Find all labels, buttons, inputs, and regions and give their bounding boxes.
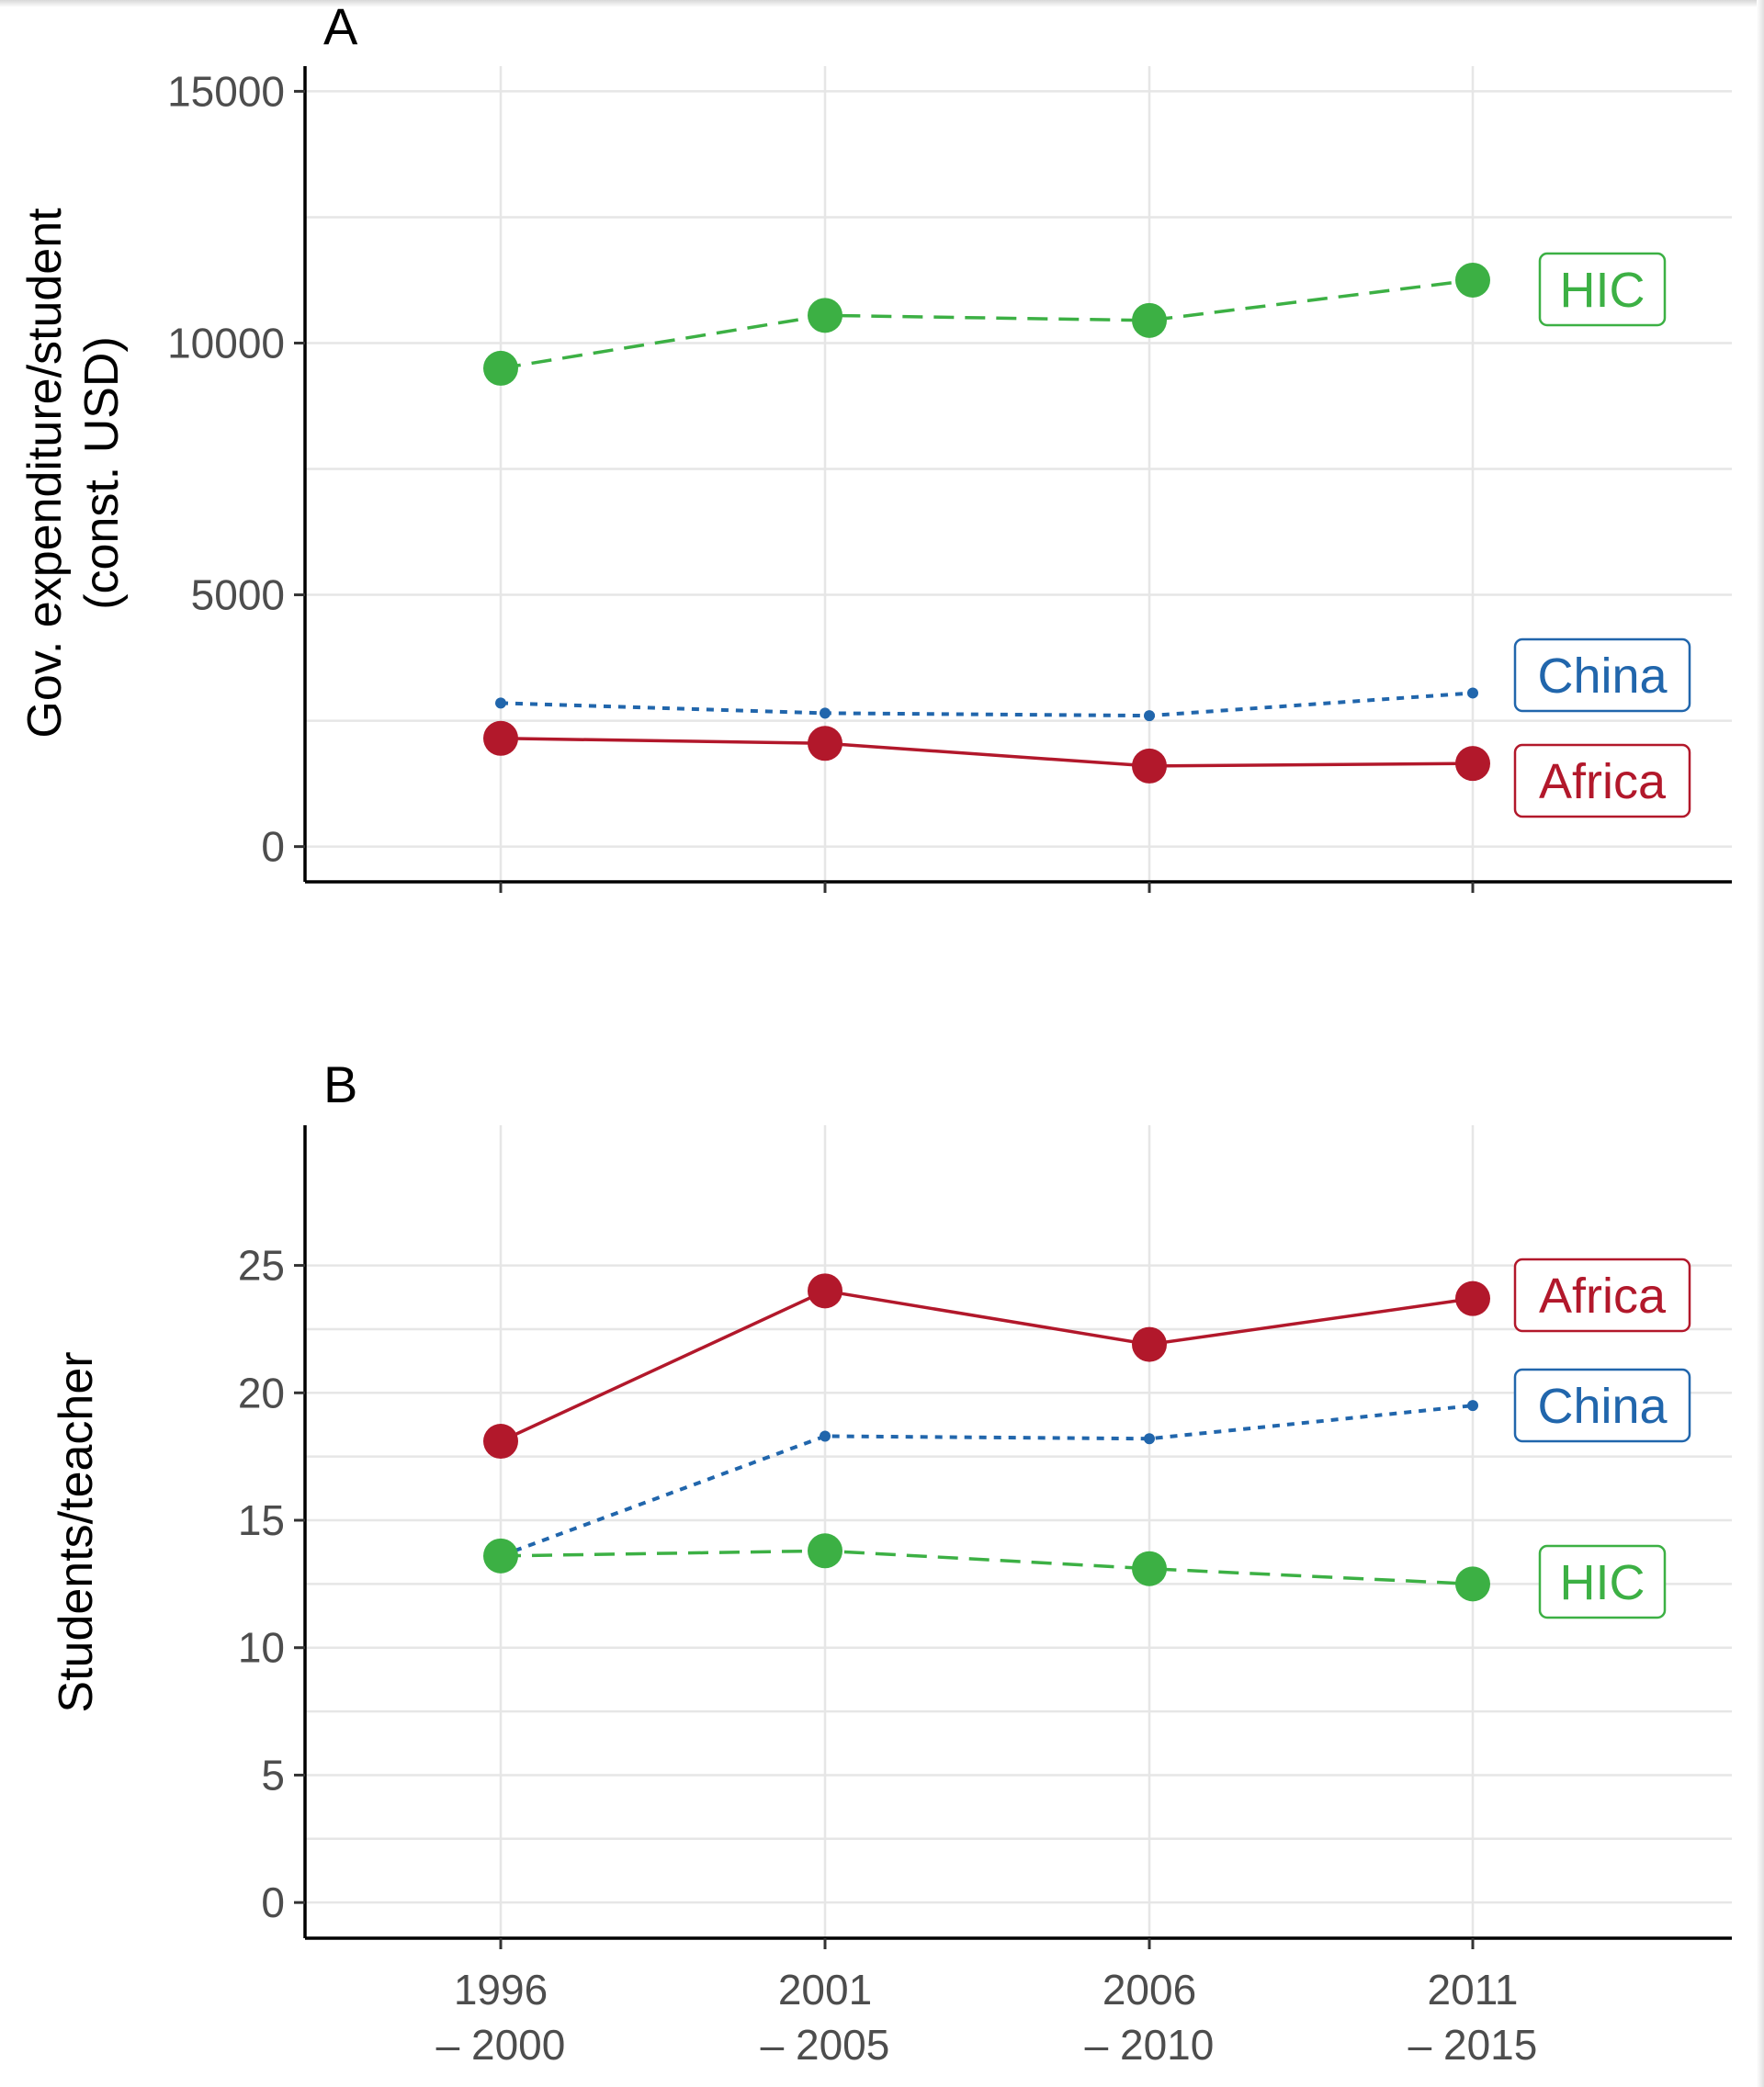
series-label-hic: HIC bbox=[1560, 1555, 1645, 1610]
y-tick-label: 0 bbox=[261, 1878, 285, 1926]
panel-tag: B bbox=[323, 1055, 357, 1113]
series-line-africa bbox=[500, 737, 1474, 768]
y-tick-label: 5 bbox=[261, 1751, 285, 1799]
window-top-edge bbox=[0, 0, 1764, 7]
x-tick-label-start: 2001 bbox=[778, 1966, 872, 2014]
x-tick-label-end: – 2015 bbox=[1408, 2021, 1538, 2069]
y-tick-label: 0 bbox=[261, 823, 285, 871]
data-point-africa bbox=[808, 726, 842, 761]
data-point-africa bbox=[1132, 1326, 1167, 1362]
y-tick-label: 25 bbox=[238, 1242, 285, 1290]
x-tick-label-start: 2006 bbox=[1102, 1966, 1196, 2014]
data-point-china bbox=[820, 707, 831, 719]
series-label-box-africa bbox=[1513, 1258, 1691, 1333]
y-axis-title: (const. USD) bbox=[75, 336, 129, 610]
series-label-box-hic bbox=[1538, 252, 1667, 327]
window-right-edge bbox=[1757, 0, 1764, 2087]
data-point-china bbox=[820, 1430, 831, 1442]
data-point-hic bbox=[1132, 302, 1167, 338]
series-label-box-africa bbox=[1513, 743, 1691, 818]
y-axis-title: Gov. expenditure/student bbox=[18, 208, 72, 739]
series-label-box-hic bbox=[1538, 1544, 1667, 1619]
series-label-box-china bbox=[1513, 637, 1691, 713]
panel-b: 0 5 10 15 20 25 1996 – 2000 2001 – 2005 2006 – 2010… bbox=[50, 1055, 1732, 2069]
series-line-hic bbox=[500, 278, 1474, 370]
x-tick-label-start: 1996 bbox=[454, 1966, 548, 2014]
data-point-china bbox=[1144, 710, 1155, 722]
series-africa: Africa bbox=[483, 1258, 1691, 1460]
series-china: China bbox=[495, 1368, 1691, 1562]
data-point-china bbox=[1467, 1400, 1478, 1412]
series-hic: HIC bbox=[483, 1533, 1667, 1619]
series-line-china bbox=[500, 691, 1474, 718]
data-point-africa bbox=[1132, 748, 1167, 784]
series-label-china: China bbox=[1537, 1379, 1668, 1434]
series-africa: Africa bbox=[483, 720, 1691, 818]
data-point-africa bbox=[808, 1273, 842, 1309]
panel-a: 0 5000 10000 15000 A Gov. expenditure/student… bbox=[18, 0, 1732, 893]
data-point-hic bbox=[808, 1533, 842, 1569]
x-tick-label-start: 2011 bbox=[1428, 1966, 1519, 2014]
series-hic: HIC bbox=[483, 252, 1667, 386]
data-point-hic bbox=[1455, 1566, 1490, 1602]
x-tick-label-end: – 2000 bbox=[436, 2021, 566, 2069]
data-point-hic bbox=[483, 1538, 518, 1574]
x-tick-label-end: – 2005 bbox=[761, 2021, 890, 2069]
y-tick-label: 15 bbox=[238, 1496, 285, 1544]
data-point-china bbox=[495, 697, 506, 709]
y-tick-label: 5000 bbox=[191, 571, 285, 619]
series-label-box-china bbox=[1513, 1368, 1691, 1443]
data-point-hic bbox=[1455, 262, 1490, 298]
data-point-hic bbox=[1132, 1551, 1167, 1586]
series-china: China bbox=[495, 637, 1691, 722]
series-line-hic bbox=[500, 1549, 1474, 1586]
data-point-china bbox=[1144, 1433, 1155, 1445]
series-label-china: China bbox=[1537, 649, 1668, 704]
data-point-hic bbox=[483, 350, 518, 386]
series-line-africa bbox=[500, 1289, 1474, 1443]
y-tick-label: 10000 bbox=[167, 319, 285, 367]
data-point-africa bbox=[1455, 1280, 1490, 1316]
series-label-hic: HIC bbox=[1560, 263, 1645, 318]
data-point-africa bbox=[483, 1424, 518, 1460]
y-tick-label: 10 bbox=[238, 1624, 285, 1672]
y-axis-title: Students/teacher bbox=[50, 1351, 103, 1712]
series-line-china bbox=[500, 1404, 1474, 1558]
data-point-china bbox=[1467, 687, 1478, 699]
y-tick-label: 20 bbox=[238, 1369, 285, 1416]
series-label-africa: Africa bbox=[1539, 1269, 1667, 1324]
x-tick-label-end: – 2010 bbox=[1085, 2021, 1215, 2069]
data-point-hic bbox=[808, 298, 842, 333]
data-point-africa bbox=[1455, 746, 1490, 782]
data-point-africa bbox=[483, 720, 518, 756]
y-tick-label: 15000 bbox=[167, 67, 285, 115]
series-label-africa: Africa bbox=[1539, 754, 1667, 809]
panel-tag: A bbox=[323, 0, 358, 55]
